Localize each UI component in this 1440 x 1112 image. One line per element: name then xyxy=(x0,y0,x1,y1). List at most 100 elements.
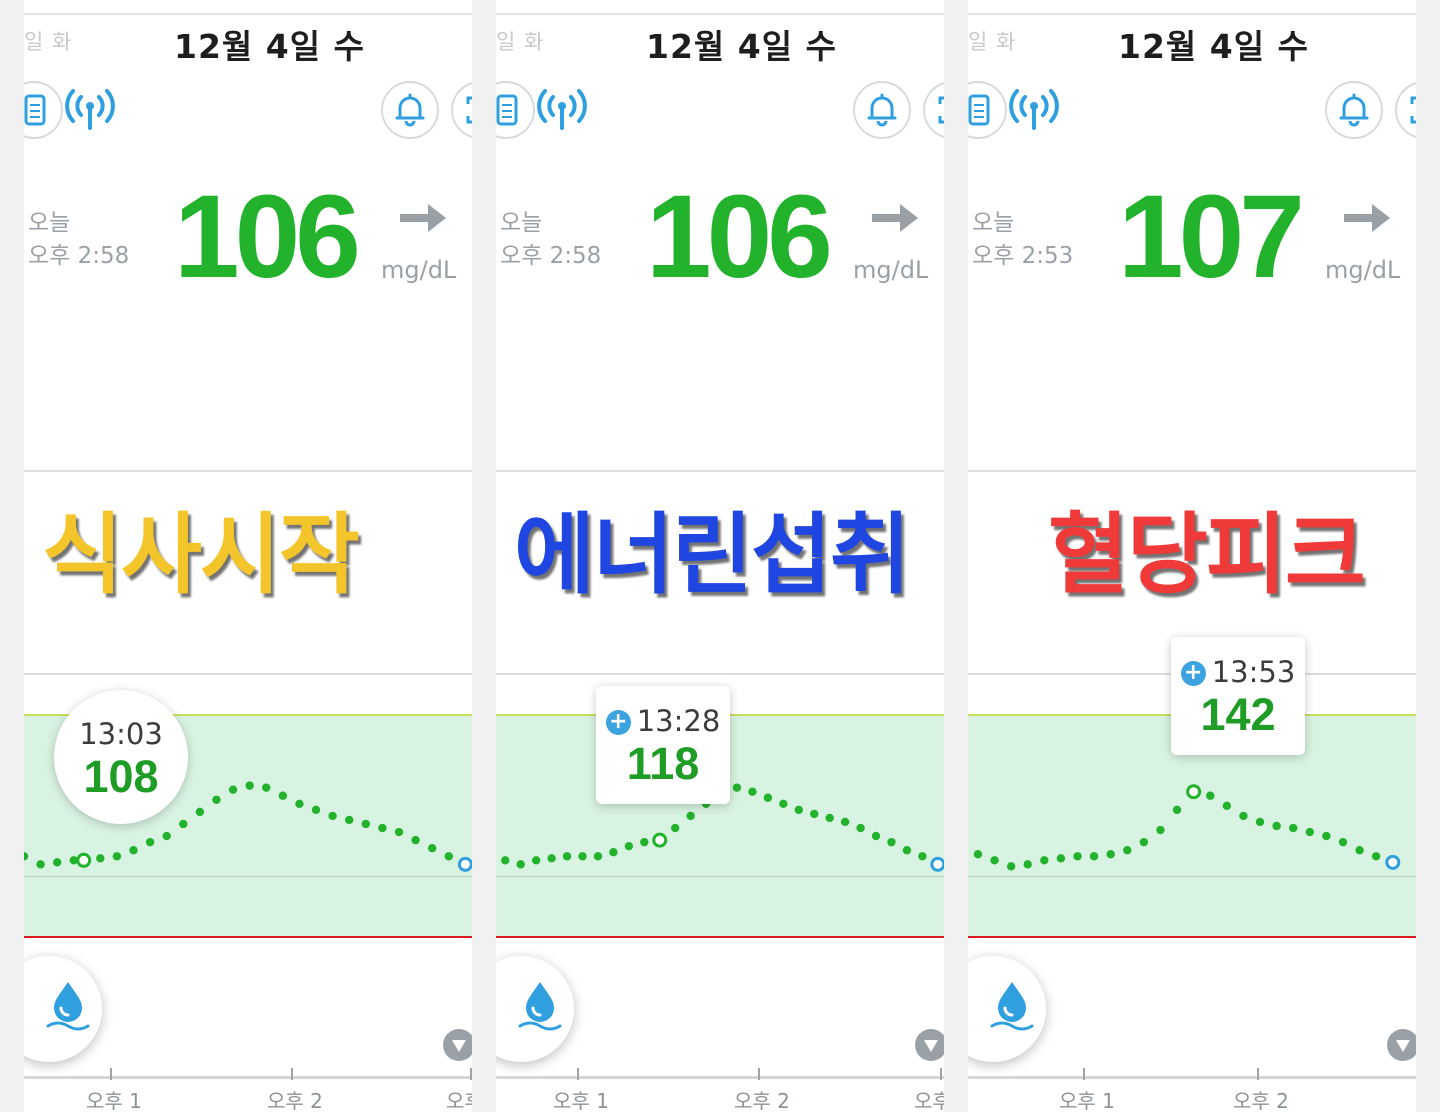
data-point[interactable] xyxy=(444,852,453,861)
fullscreen-icon[interactable] xyxy=(1394,80,1416,140)
data-point[interactable] xyxy=(609,848,618,857)
add-note-icon[interactable]: + xyxy=(1180,661,1206,686)
data-point[interactable] xyxy=(1338,837,1348,847)
chart-filter-icon[interactable] xyxy=(1387,1029,1416,1065)
data-point[interactable] xyxy=(902,846,912,855)
data-point[interactable] xyxy=(1056,854,1066,863)
previous-day-label[interactable]: 일 화 xyxy=(968,30,1017,54)
data-point[interactable] xyxy=(162,831,171,841)
data-point[interactable] xyxy=(516,860,525,869)
data-point[interactable] xyxy=(212,795,221,804)
logbook-icon[interactable] xyxy=(24,80,64,140)
data-point[interactable] xyxy=(1023,860,1032,869)
sensor-signal-icon[interactable] xyxy=(1008,88,1060,132)
data-point[interactable] xyxy=(918,852,927,861)
data-point[interactable] xyxy=(112,852,122,861)
data-point[interactable] xyxy=(1172,805,1182,815)
data-point[interactable] xyxy=(1272,821,1281,831)
data-point[interactable] xyxy=(24,852,29,861)
previous-day-label[interactable]: 일 화 xyxy=(496,30,545,54)
data-point[interactable] xyxy=(1289,823,1298,833)
glucose-chart[interactable] xyxy=(24,0,472,1112)
data-point[interactable] xyxy=(1006,862,1016,871)
data-point[interactable] xyxy=(1239,811,1248,821)
data-point[interactable] xyxy=(501,856,510,865)
data-point[interactable] xyxy=(825,813,834,823)
data-point[interactable] xyxy=(1073,852,1082,861)
notification-bell-icon[interactable] xyxy=(380,80,440,140)
chart-filter-icon[interactable] xyxy=(915,1029,944,1065)
data-point[interactable] xyxy=(732,783,742,792)
data-point[interactable] xyxy=(1371,852,1381,861)
data-point[interactable] xyxy=(763,793,773,802)
data-point[interactable] xyxy=(840,817,850,827)
latest-data-point[interactable] xyxy=(1385,854,1401,870)
logbook-icon[interactable] xyxy=(968,80,1008,140)
data-point[interactable] xyxy=(640,837,649,847)
data-point[interactable] xyxy=(228,785,238,794)
data-point[interactable] xyxy=(547,854,556,863)
data-point[interactable] xyxy=(1206,791,1215,800)
previous-day-label[interactable]: 일 화 xyxy=(24,30,73,54)
data-point[interactable] xyxy=(593,852,603,861)
data-point[interactable] xyxy=(328,811,337,821)
notification-bell-icon[interactable] xyxy=(1324,80,1384,140)
latest-data-point[interactable] xyxy=(457,856,472,872)
data-point[interactable] xyxy=(1040,856,1049,865)
notification-bell-icon[interactable] xyxy=(852,80,912,140)
data-point[interactable] xyxy=(1156,825,1165,835)
data-point[interactable] xyxy=(871,831,881,841)
data-point[interactable] xyxy=(427,844,437,853)
date-title[interactable]: 12월 4일 수 xyxy=(174,27,365,66)
data-point[interactable] xyxy=(887,837,896,847)
data-point[interactable] xyxy=(36,860,45,869)
data-point[interactable] xyxy=(145,837,155,847)
data-point[interactable] xyxy=(96,854,105,863)
data-point[interactable] xyxy=(671,823,680,833)
data-point[interactable] xyxy=(1139,837,1149,847)
data-point[interactable] xyxy=(1089,852,1099,861)
data-point[interactable] xyxy=(531,856,541,865)
data-point[interactable] xyxy=(748,787,757,796)
glucose-chart[interactable] xyxy=(496,0,944,1112)
data-point[interactable] xyxy=(411,835,420,845)
date-title[interactable]: 12월 4일 수 xyxy=(646,27,837,66)
data-point[interactable] xyxy=(794,805,803,815)
chart-filter-icon[interactable] xyxy=(443,1029,472,1065)
data-point[interactable] xyxy=(295,799,304,808)
selected-data-point[interactable] xyxy=(652,832,668,848)
data-point[interactable] xyxy=(1255,817,1265,827)
data-point[interactable] xyxy=(361,819,371,829)
add-note-icon[interactable]: + xyxy=(605,710,631,735)
data-point[interactable] xyxy=(245,781,254,790)
data-point[interactable] xyxy=(195,807,205,817)
sensor-signal-icon[interactable] xyxy=(536,88,588,132)
sensor-signal-icon[interactable] xyxy=(64,88,116,132)
selected-data-point[interactable] xyxy=(1186,784,1202,800)
date-title[interactable]: 12월 4일 수 xyxy=(1118,27,1309,66)
data-point[interactable] xyxy=(311,805,321,815)
data-point[interactable] xyxy=(624,841,634,851)
data-point[interactable] xyxy=(856,823,865,833)
data-point[interactable] xyxy=(179,819,188,829)
glucose-chart[interactable] xyxy=(968,0,1416,1112)
data-point[interactable] xyxy=(278,791,288,800)
fullscreen-icon[interactable] xyxy=(450,80,472,140)
data-point[interactable] xyxy=(1123,846,1132,855)
logbook-icon[interactable] xyxy=(496,80,536,140)
data-point[interactable] xyxy=(378,823,387,833)
data-point[interactable] xyxy=(1355,846,1364,855)
data-point[interactable] xyxy=(262,783,271,792)
fullscreen-icon[interactable] xyxy=(922,80,944,140)
data-point[interactable] xyxy=(1305,827,1315,837)
data-point[interactable] xyxy=(345,815,354,825)
latest-data-point[interactable] xyxy=(930,856,944,872)
data-point[interactable] xyxy=(129,846,138,855)
data-point[interactable] xyxy=(1222,801,1232,811)
data-point[interactable] xyxy=(578,852,587,861)
data-point[interactable] xyxy=(394,827,404,837)
data-point[interactable] xyxy=(990,856,999,865)
data-point[interactable] xyxy=(1106,850,1115,859)
data-point[interactable] xyxy=(1322,831,1331,841)
data-point[interactable] xyxy=(562,852,572,861)
